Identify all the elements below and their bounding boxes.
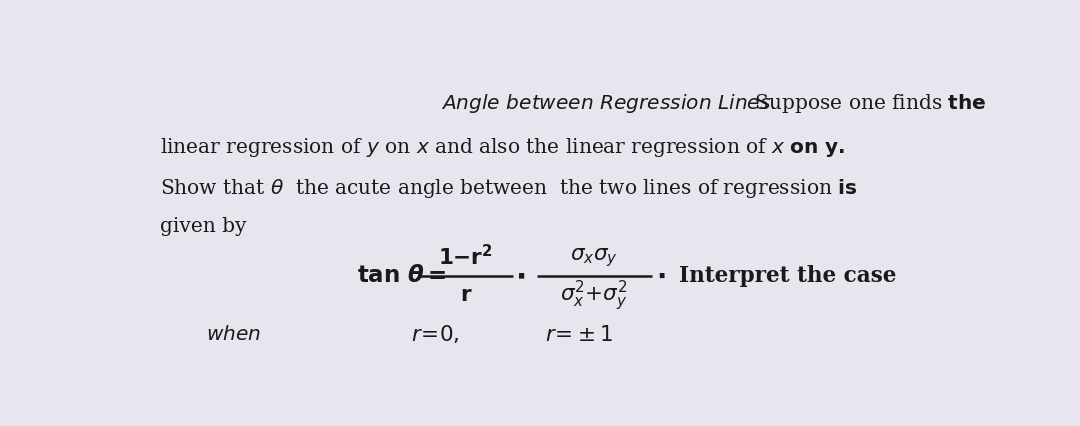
Text: given by: given by — [160, 217, 246, 236]
Text: $\mathbf{\cdot}$: $\mathbf{\cdot}$ — [656, 263, 665, 290]
Text: $\boldsymbol{\sigma_x^2{+}\sigma_y^2}$: $\boldsymbol{\sigma_x^2{+}\sigma_y^2}$ — [559, 278, 627, 313]
Text: Suppose one finds $\mathbf{the}$: Suppose one finds $\mathbf{the}$ — [742, 92, 986, 115]
Text: $r\!=\!\pm1$: $r\!=\!\pm1$ — [545, 324, 613, 346]
Text: Show that $\theta$  the acute angle between  the two lines of regression $\mathb: Show that $\theta$ the acute angle betwe… — [160, 177, 858, 200]
Text: linear regression of $y$ on $x$ and also the linear regression of $x$ $\mathbf{o: linear regression of $y$ on $x$ and also… — [160, 136, 845, 159]
Text: Interpret the case: Interpret the case — [679, 265, 896, 287]
Text: $\mathit{Angle\ between\ Regression\ Lines.}$: $\mathit{Angle\ between\ Regression\ Lin… — [441, 92, 775, 115]
Text: $\mathbf{1{-}r^2}$: $\mathbf{1{-}r^2}$ — [438, 245, 494, 271]
Text: $\mathbf{r}$: $\mathbf{r}$ — [460, 284, 473, 305]
Text: $\mathit{when}$: $\mathit{when}$ — [206, 325, 261, 344]
Text: $\mathbf{\cdot}$: $\mathbf{\cdot}$ — [515, 263, 525, 291]
Text: $\mathbf{tan}\ \boldsymbol{\theta}\mathbf{=}$: $\mathbf{tan}\ \boldsymbol{\theta}\mathb… — [356, 265, 446, 287]
Text: $r\!=\!0,$: $r\!=\!0,$ — [411, 324, 460, 346]
Text: $\boldsymbol{\sigma_x \sigma_y}$: $\boldsymbol{\sigma_x \sigma_y}$ — [570, 246, 618, 269]
